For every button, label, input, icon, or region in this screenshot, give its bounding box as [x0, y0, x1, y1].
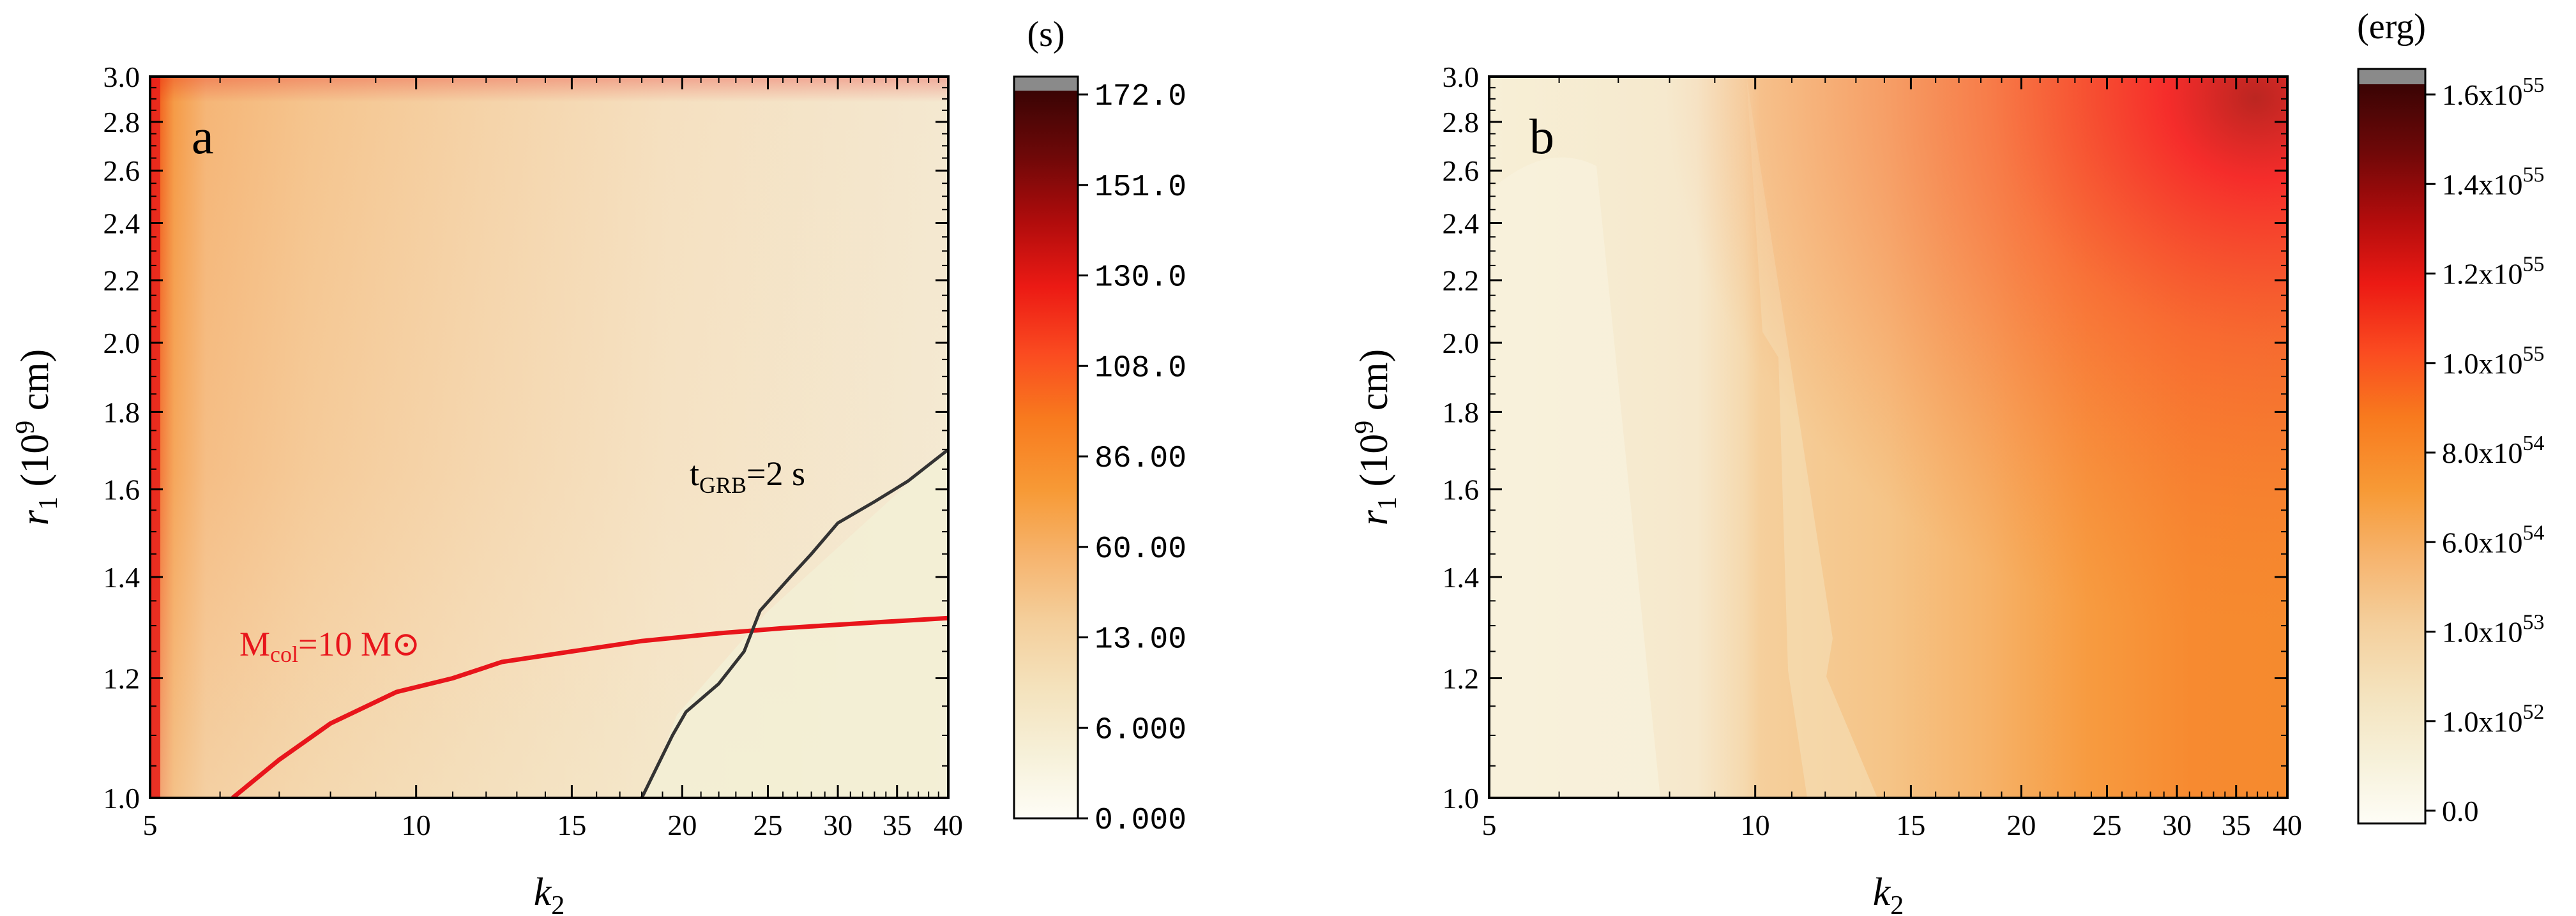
y-tick-label: 2.4 [1443, 207, 1480, 240]
x-tick-label: 25 [2092, 809, 2121, 841]
colorbar-a: 0.000 6.000 13.00 60.00 86.00 108.0 130.0 151.0… [1013, 15, 1186, 838]
colorbar-tick-label: 6.000 [1095, 713, 1186, 747]
colorbar-a-ticks: 0.000 6.000 13.00 60.00 86.00 108.0 130.0 151.0… [1078, 80, 1186, 838]
y-tick-label: 1.4 [1443, 561, 1480, 594]
colorbar-tick-label: 151.0 [1095, 170, 1186, 205]
panel-a-frame [149, 75, 950, 799]
panel-b-y-title: r1 (109 cm) [1350, 349, 1402, 525]
y-tick-label: 1.6 [1443, 474, 1480, 506]
panel-b-frame [1488, 75, 2289, 799]
annotation-t-grb: tGRB=2 s [690, 454, 805, 498]
colorbar-tick-label: 130.0 [1095, 261, 1186, 296]
x-tick-label: 25 [753, 809, 782, 841]
colorbar-tick-label: 1.0x1052 [2442, 700, 2545, 738]
panel-b-label: b [1529, 109, 1554, 164]
y-tick-label: 2.0 [1443, 327, 1480, 359]
colorbar-b-unit: (erg) [2357, 7, 2426, 47]
colorbar-tick-label: 0.000 [1095, 804, 1186, 838]
colorbar-b-ticks: 0.0 1.0x1052 1.0x1053 6.0x1054 8.0x1054 1.0x1… [2425, 73, 2545, 827]
panel-b-ticks: 5 10 15 20 25 30 35 40 1.0 1.2 1.4 1.6 1.8 2.0 2.2 2.4 2… [1443, 61, 2303, 841]
y-tick-label: 3.0 [1443, 61, 1480, 93]
colorbar-tick-label: 8.0x1054 [2442, 432, 2545, 469]
x-tick-label: 35 [883, 809, 912, 841]
colorbar-tick-label: 13.00 [1095, 623, 1186, 657]
panel-a-y-title: r1 (109 cm) [11, 349, 63, 525]
contour-t-grb [640, 448, 948, 798]
panel-a-field [150, 77, 948, 798]
x-tick-label: 15 [557, 809, 586, 841]
y-tick-label: 1.8 [103, 396, 140, 428]
x-tick-label: 30 [2162, 809, 2192, 841]
y-tick-label: 1.0 [1443, 782, 1480, 815]
colorbar-tick-label: 1.6x1055 [2442, 73, 2545, 111]
panel-b-field [1489, 77, 2287, 798]
x-tick-label: 20 [667, 809, 697, 841]
x-tick-label: 15 [1896, 809, 1925, 841]
panel-a-x-title: k2 [534, 871, 565, 916]
y-tick-label: 1.2 [103, 662, 140, 695]
y-tick-label: 2.4 [103, 207, 140, 240]
colorbar-tick-label: 0.0 [2442, 795, 2479, 827]
colorbar-b-gradient [2358, 84, 2425, 823]
x-tick-label: 40 [934, 809, 963, 841]
y-tick-label: 2.2 [1443, 264, 1480, 297]
y-tick-label: 3.0 [103, 61, 140, 93]
panel-a-label: a [192, 109, 214, 164]
x-tick-label: 40 [2273, 809, 2302, 841]
colorbar-b: 0.0 1.0x1052 1.0x1053 6.0x1054 8.0x1054 1.0x1… [2357, 7, 2544, 827]
y-tick-label: 1.0 [103, 782, 140, 815]
y-tick-label: 2.0 [103, 327, 140, 359]
x-tick-label: 5 [143, 809, 158, 841]
colorbar-tick-label: 1.4x1055 [2442, 163, 2545, 200]
x-tick-label: 5 [1482, 809, 1497, 841]
panel-a: 5 10 15 20 25 30 35 40 1.0 1.2 1.4 1.6 1.8 2.0 2.2 2.4 2… [11, 15, 1186, 916]
x-tick-label: 10 [1741, 809, 1770, 841]
y-tick-label: 1.8 [1443, 396, 1480, 428]
contour-m-col [231, 615, 948, 798]
colorbar-tick-label: 1.0x1053 [2442, 611, 2545, 649]
colorbar-tick-label: 108.0 [1095, 351, 1186, 386]
panel-a-ticks: 5 10 15 20 25 30 35 40 1.0 1.2 1.4 1.6 1.8 2.0 2.2 2.4 2… [103, 61, 964, 841]
y-tick-label: 1.2 [1443, 662, 1480, 695]
colorbar-b-extend [2358, 69, 2425, 84]
y-tick-label: 2.6 [1443, 154, 1480, 187]
annotation-m-col: Mcol=10 M⊙ [239, 625, 420, 667]
colorbar-a-gradient [1014, 91, 1078, 818]
y-tick-label: 2.8 [103, 106, 140, 139]
x-tick-label: 35 [2222, 809, 2251, 841]
colorbar-tick-label: 86.00 [1095, 442, 1186, 476]
colorbar-tick-label: 1.2x1055 [2442, 253, 2545, 290]
colorbar-tick-label: 172.0 [1095, 80, 1186, 114]
colorbar-tick-label: 1.0x1055 [2442, 342, 2545, 380]
y-tick-label: 2.6 [103, 154, 140, 187]
y-tick-label: 1.4 [103, 561, 140, 594]
x-tick-label: 10 [402, 809, 431, 841]
colorbar-tick-label: 60.00 [1095, 532, 1186, 567]
colorbar-a-extend [1014, 77, 1078, 91]
x-tick-label: 30 [823, 809, 852, 841]
y-tick-label: 1.6 [103, 474, 140, 506]
y-tick-label: 2.2 [103, 264, 140, 297]
colorbar-tick-label: 6.0x1054 [2442, 521, 2545, 559]
panel-b-x-title: k2 [1873, 871, 1904, 916]
y-tick-label: 2.8 [1443, 106, 1480, 139]
panel-b: 5 10 15 20 25 30 35 40 1.0 1.2 1.4 1.6 1.8 2.0 2.2 2.4 2… [1350, 7, 2545, 916]
colorbar-a-unit: (s) [1027, 15, 1064, 54]
x-tick-label: 20 [2006, 809, 2036, 841]
